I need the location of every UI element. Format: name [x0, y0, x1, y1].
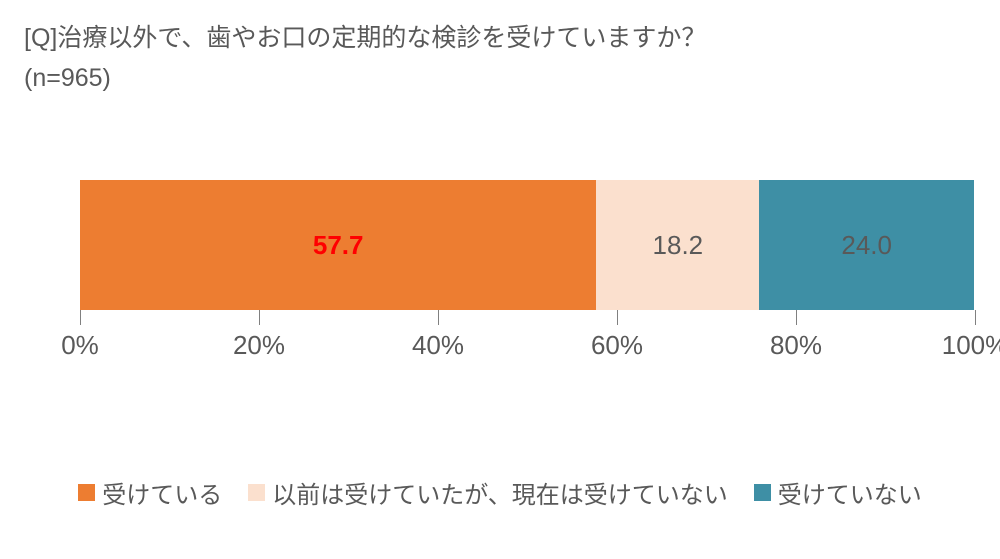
- axis-tick: [438, 310, 439, 325]
- axis-tick-label: 100%: [942, 330, 1000, 361]
- plot-area: 57.718.224.0 0%20%40%60%80%100%: [80, 130, 975, 400]
- axis-tick-label: 60%: [591, 330, 643, 361]
- legend-swatch: [754, 484, 771, 501]
- axis-tick: [617, 310, 618, 325]
- legend-item-1: 以前は受けていたが、現在は受けていない: [248, 475, 728, 510]
- axis-tick-label: 40%: [412, 330, 464, 361]
- chart-title: [Q]治療以外で、歯やお口の定期的な検診を受けていますか？: [24, 18, 706, 54]
- segment-value-label: 57.7: [313, 230, 364, 261]
- bar-segment-2: 24.0: [759, 180, 974, 310]
- segment-value-label: 18.2: [653, 230, 704, 261]
- legend-label: 以前は受けていたが、現在は受けていない: [272, 475, 728, 510]
- legend-swatch: [248, 484, 265, 501]
- axis-tick: [80, 310, 81, 325]
- stacked-bar: 57.7 18.2 24.0: [80, 180, 975, 310]
- axis-tick: [975, 310, 976, 325]
- axis-tick: [259, 310, 260, 325]
- legend-item-2: 受けていない: [754, 475, 922, 510]
- legend-label: 受けていない: [778, 475, 922, 510]
- axis-tick: [796, 310, 797, 325]
- axis-tick-label: 0%: [61, 330, 99, 361]
- legend-label: 受けている: [102, 475, 222, 510]
- axis-tick-label: 80%: [770, 330, 822, 361]
- legend-item-0: 受けている: [78, 475, 222, 510]
- segment-value-label: 24.0: [841, 230, 892, 261]
- legend: 受けている 以前は受けていたが、現在は受けていない 受けていない: [0, 475, 1000, 510]
- legend-swatch: [78, 484, 95, 501]
- axis-tick-label: 20%: [233, 330, 285, 361]
- bar-segment-1: 18.2: [596, 180, 759, 310]
- chart-container: [Q]治療以外で、歯やお口の定期的な検診を受けていますか？ (n=965) 57…: [0, 0, 1000, 559]
- chart-subtitle: (n=965): [24, 64, 111, 93]
- bar-segment-0: 57.7: [80, 180, 596, 310]
